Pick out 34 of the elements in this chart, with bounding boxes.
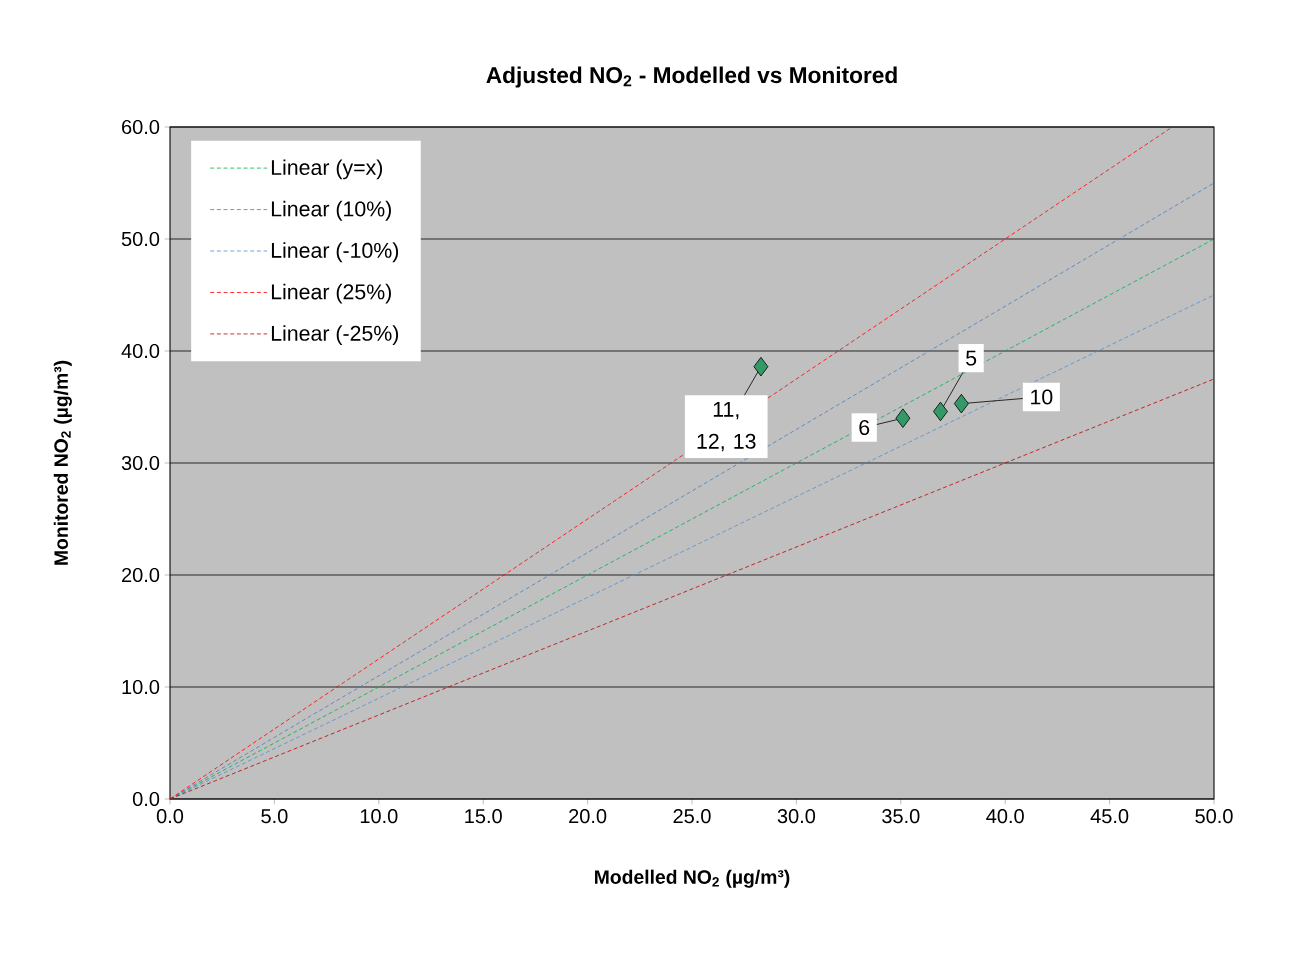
y-tick-label: 40.0	[121, 343, 160, 358]
legend-label: Linear (10%)	[271, 200, 391, 221]
y-tick-label: 20.0	[122, 567, 160, 582]
x-axis-title: Modelled NO$_{2}$ (µg/m³)	[595, 869, 790, 888]
x-tick-label: 0.0	[156, 808, 184, 824]
x-tick-label: 15.0	[465, 808, 502, 824]
annotation: 11, 12, 13	[697, 401, 756, 452]
x-tick-label: 20.0	[569, 808, 607, 824]
legend-label: Linear (25%)	[271, 283, 391, 304]
legend-label: Linear (-25%)	[271, 325, 399, 345]
y-tick-label: 60.0	[122, 119, 160, 134]
annotation: 6	[859, 419, 870, 435]
point	[933, 401, 948, 422]
x-tick-label: 5.0	[261, 808, 288, 824]
x-tick-label: 25.0	[673, 808, 711, 824]
legend-label: Linear (y=x)	[271, 159, 383, 180]
x-tick-label: 45.0	[1090, 808, 1129, 824]
x-tick-label: 10.0	[360, 808, 398, 824]
y-tick-label: 0.0	[132, 791, 160, 806]
point	[753, 356, 769, 377]
point	[895, 408, 911, 428]
x-tick-label: 30.0	[777, 808, 816, 824]
x-tick-label: 50.0	[1195, 808, 1233, 824]
point	[953, 393, 969, 414]
annotation: 10	[1031, 389, 1053, 405]
y-tick-label: 30.0	[121, 455, 160, 470]
x-tick-label: 40.0	[986, 808, 1024, 824]
y-tick-label: 50.0	[121, 231, 160, 246]
annotation: 5	[966, 350, 977, 366]
chart-title: Adjusted NO$_{2}$ - Modelled vs Monitored	[486, 66, 897, 88]
legend-label: Linear (-10%)	[271, 242, 399, 262]
y-tick-label: 10.0	[122, 679, 160, 694]
y-axis-title: Monitored NO$_{2}$ (µg/m³)	[53, 360, 72, 565]
x-tick-label: 35.0	[882, 808, 920, 824]
